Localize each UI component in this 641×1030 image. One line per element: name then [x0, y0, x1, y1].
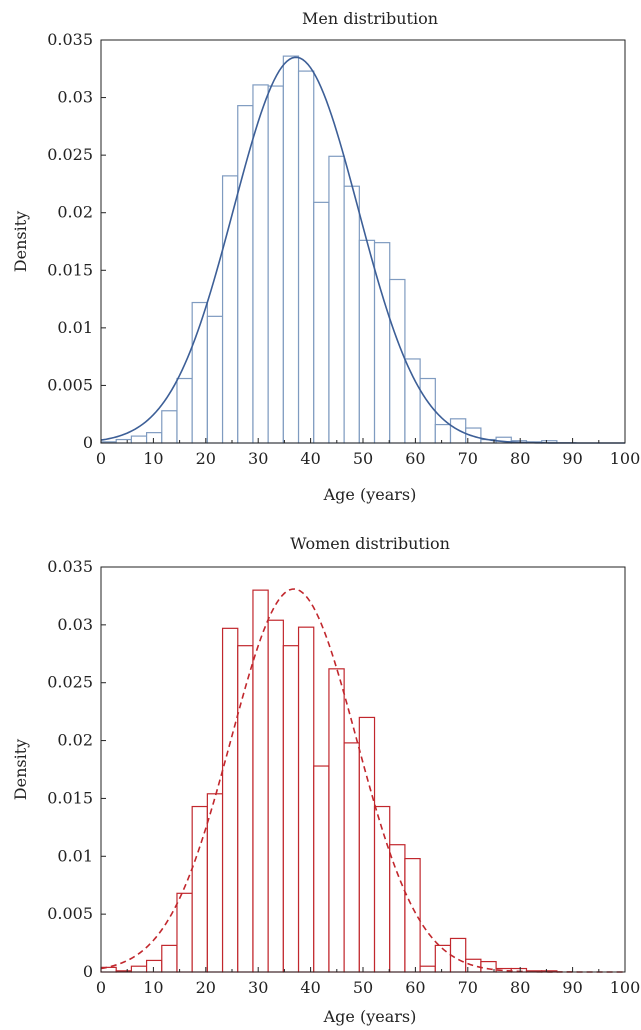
histogram-bar: [206, 793, 224, 973]
histogram-bar: [419, 965, 436, 973]
histogram-bar: [161, 944, 178, 973]
histogram-bar: [297, 70, 315, 444]
y-tick-label: 0.015: [47, 260, 93, 279]
chart-title: Men distribution: [302, 9, 438, 28]
y-axis-label: Density: [11, 739, 30, 800]
x-tick-label: 100: [610, 978, 641, 997]
histogram-bar: [145, 432, 163, 444]
histogram-bar: [130, 435, 148, 444]
histogram-bar: [267, 619, 284, 973]
histogram-bar: [221, 175, 239, 444]
histogram-bar: [115, 438, 132, 444]
histogram-bar: [389, 844, 406, 973]
x-tick-label: 20: [196, 978, 216, 997]
y-tick-label: 0.035: [47, 30, 93, 49]
x-axis-label: Age (years): [323, 1007, 417, 1026]
y-tick-label: 0.025: [47, 673, 93, 692]
histogram-bar: [419, 377, 436, 444]
histogram-bar: [373, 242, 391, 444]
histogram-bar: [389, 278, 406, 444]
x-tick-label: 60: [405, 449, 425, 468]
histogram-bar: [145, 959, 163, 973]
men-chart-svg: Men distribution Density Age (years) 0 10…: [11, 9, 641, 504]
x-tick-label: 90: [562, 978, 582, 997]
histogram-bar: [449, 418, 467, 444]
x-tick-label: 30: [248, 978, 268, 997]
men-distribution-chart: Men distribution Density Age (years) 0 10…: [11, 9, 641, 504]
histogram-bar: [449, 937, 467, 973]
histogram-bar: [252, 589, 269, 973]
y-tick-label: 0.03: [57, 88, 93, 107]
x-tick-label: 90: [562, 449, 582, 468]
y-tick-label: 0.015: [47, 788, 93, 807]
x-tick-label: 40: [300, 978, 320, 997]
y-tick-label: 0.02: [57, 731, 93, 750]
histogram-bar: [237, 645, 254, 973]
x-tick-label: 60: [405, 978, 425, 997]
x-tick-label: 50: [353, 978, 373, 997]
x-tick-label: 10: [143, 978, 163, 997]
histogram-bar: [404, 358, 421, 444]
histogram-bar: [328, 668, 345, 973]
histogram-bar: [404, 858, 421, 973]
histogram-bar: [130, 965, 148, 973]
x-tick-label: 80: [510, 449, 530, 468]
x-tick-label: 20: [196, 449, 216, 468]
x-tick-label: 30: [248, 449, 268, 468]
y-tick-label: 0.035: [47, 557, 93, 576]
histogram-bar: [282, 55, 300, 444]
y-tick-label: 0.025: [47, 145, 93, 164]
histogram-bar: [206, 315, 224, 444]
histogram-bar: [343, 742, 360, 973]
x-tick-label: 10: [143, 449, 163, 468]
x-axis-label: Age (years): [323, 485, 417, 504]
histogram-bar: [358, 239, 376, 444]
histogram-bar: [297, 626, 315, 973]
y-tick-label: 0.02: [57, 203, 93, 222]
x-tick-label: 50: [353, 449, 373, 468]
histogram-bar: [282, 645, 300, 973]
chart-title: Women distribution: [290, 534, 450, 553]
x-tick-label: 40: [300, 449, 320, 468]
histogram-bar: [434, 423, 452, 444]
y-tick-label: 0.01: [57, 846, 93, 865]
histogram-bar: [237, 105, 254, 444]
x-tick-label: 0: [96, 978, 106, 997]
x-tick-label: 0: [96, 449, 106, 468]
y-tick-label: 0.03: [57, 615, 93, 634]
x-tick-label: 70: [458, 978, 478, 997]
x-tick-label: 70: [458, 449, 478, 468]
y-tick-label: 0.01: [57, 318, 93, 337]
histogram-bar: [176, 892, 193, 973]
histogram-bar: [252, 84, 269, 444]
histogram-bar: [176, 377, 193, 444]
women-distribution-chart: Women distribution Density Age (years) 0…: [0, 515, 641, 1030]
histogram-bar: [313, 765, 330, 973]
y-axis-label: Density: [11, 211, 30, 272]
women-chart-svg: Women distribution Density Age (years) 0…: [11, 534, 641, 1026]
y-tick-label: 0: [83, 962, 93, 981]
y-tick-label: 0: [83, 433, 93, 452]
histogram-bar: [358, 716, 376, 973]
histogram-bar: [221, 627, 239, 973]
histogram-bar: [328, 155, 345, 444]
x-tick-label: 80: [510, 978, 530, 997]
histogram-bar: [267, 85, 284, 444]
histogram-bar: [343, 185, 360, 444]
histogram-bar: [161, 410, 178, 444]
y-tick-label: 0.005: [47, 904, 93, 923]
histogram-bar: [373, 805, 391, 973]
y-tick-label: 0.005: [47, 375, 93, 394]
x-tick-label: 100: [610, 449, 641, 468]
histogram-bar: [313, 201, 330, 444]
